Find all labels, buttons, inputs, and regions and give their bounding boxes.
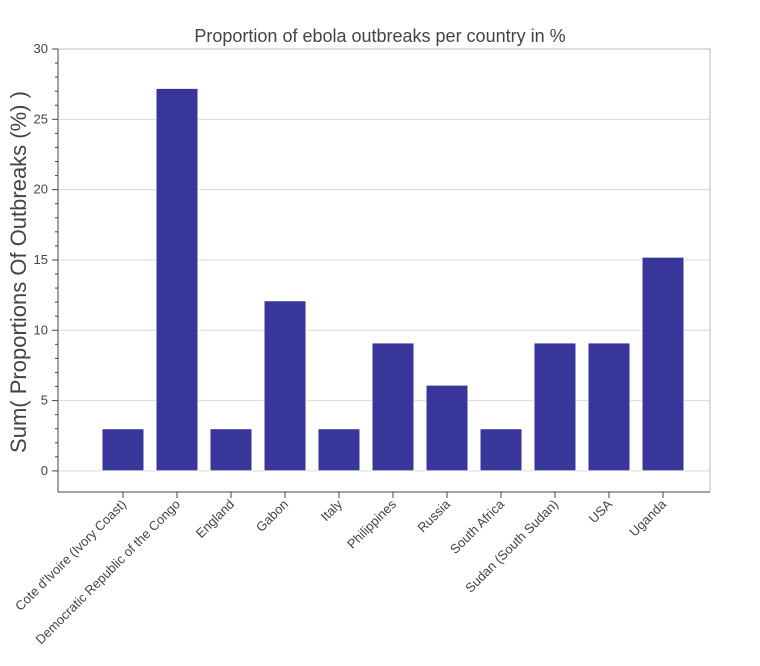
x-tick-label: Gabon (253, 497, 291, 535)
bar (317, 428, 361, 472)
y-axis-label: Sum( Proportions Of Outbreaks (%) ) (6, 91, 31, 453)
bars (101, 87, 685, 472)
y-tick-label: 10 (34, 322, 48, 337)
x-tick-label: Philippines (344, 496, 399, 551)
plot-frame (57, 48, 711, 493)
x-tick-label: England (193, 497, 237, 541)
x-tick-label: Cote d'Ivoire (Ivory Coast) (12, 497, 129, 614)
y-tick-label: 20 (34, 182, 48, 197)
x-axis-ticks: Cote d'Ivoire (Ivory Coast)Democratic Re… (12, 492, 670, 647)
x-tick-label: Sudan (South Sudan) (462, 497, 561, 596)
x-tick-label: Italy (318, 496, 346, 524)
x-tick-label: USA (586, 496, 616, 526)
y-tick-label: 5 (41, 393, 48, 408)
bar (533, 342, 577, 472)
x-tick-label: Uganda (626, 496, 669, 539)
y-tick-label: 30 (34, 41, 48, 56)
y-tick-label: 25 (34, 111, 48, 126)
y-axis-ticks: 0 5 10 15 20 25 30 (34, 41, 58, 478)
bar (155, 87, 199, 472)
x-tick-label: Russia (414, 496, 453, 535)
bar (425, 384, 469, 472)
bar (209, 428, 253, 472)
bar (479, 428, 523, 472)
bar (587, 342, 631, 472)
y-tick-label: 15 (34, 252, 48, 267)
chart-title: Proportion of ebola outbreaks per countr… (194, 26, 565, 46)
bar (371, 342, 415, 472)
bar (641, 256, 685, 472)
y-tick-label: 0 (41, 463, 48, 478)
bar (263, 300, 307, 472)
bar (101, 428, 145, 472)
